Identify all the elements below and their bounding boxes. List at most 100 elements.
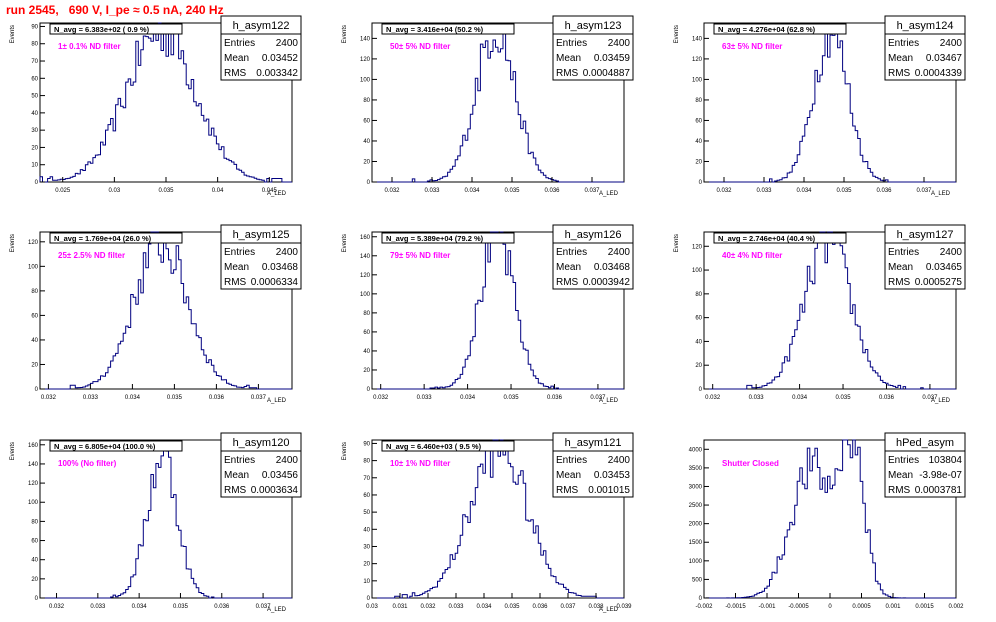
- x-tick-label: 0.038: [588, 604, 604, 610]
- stats-key: Mean: [224, 262, 249, 273]
- histogram-name: h_asym126: [565, 229, 622, 241]
- histogram-name: h_asym121: [565, 437, 622, 449]
- x-tick-label: 0.036: [879, 395, 895, 401]
- stats-box: [220, 33, 302, 81]
- x-tick-label: 0.035: [504, 395, 520, 401]
- y-tick-label: 0: [35, 596, 39, 602]
- navg-label: N_avg = 2.746e+04 (40.4 %): [718, 234, 816, 243]
- y-tick-label: 120: [692, 57, 703, 63]
- stats-value: 0.03467: [926, 53, 963, 64]
- y-tick-label: 70: [31, 59, 38, 65]
- y-tick-label: 40: [363, 139, 370, 145]
- x-tick-label: -0.0015: [725, 604, 746, 610]
- x-tick-label: 0.037: [256, 604, 272, 610]
- y-tick-label: 3500: [689, 466, 703, 472]
- y-tick-label: 60: [31, 76, 38, 82]
- stats-value: 0.0003634: [251, 485, 299, 496]
- stats-value: 0.03459: [594, 53, 631, 64]
- stats-box: [884, 33, 966, 81]
- y-tick-label: 40: [363, 349, 370, 355]
- stats-value: 2400: [608, 38, 631, 49]
- y-tick-label: 120: [28, 481, 39, 487]
- x-tick-label: 0.045: [262, 188, 278, 194]
- stats-value: 2400: [940, 247, 963, 258]
- y-tick-label: 100: [28, 264, 39, 270]
- y-tick-label: 20: [31, 362, 38, 368]
- y-tick-label: 100: [692, 77, 703, 83]
- navg-box: [49, 23, 183, 35]
- x-tick-label: 0.036: [532, 604, 548, 610]
- x-tick-label: 0.033: [424, 188, 440, 194]
- x-tick-label: 0.037: [916, 188, 932, 194]
- stats-key: Entries: [888, 38, 919, 49]
- y-tick-label: 40: [363, 527, 370, 533]
- x-tick-label: 0.037: [584, 188, 600, 194]
- y-tick-label: 100: [360, 77, 371, 83]
- x-axis-label: A_LED: [931, 191, 951, 197]
- stats-key: Entries: [888, 455, 919, 466]
- x-tick-label: 0: [828, 604, 832, 610]
- x-tick-label: -0.001: [758, 604, 776, 610]
- histogram-name: h_asym120: [233, 437, 290, 449]
- x-tick-label: 0.032: [41, 395, 57, 401]
- x-tick-label: 0.034: [464, 188, 480, 194]
- stats-key: RMS: [224, 277, 247, 288]
- stats-key: Mean: [888, 470, 913, 481]
- y-tick-label: 80: [363, 98, 370, 104]
- stats-key: Entries: [556, 247, 587, 258]
- navg-label: N_avg = 1.769e+04 (26.0 %): [54, 234, 152, 243]
- navg-box: [381, 23, 515, 35]
- y-tick-label: 0: [35, 387, 39, 393]
- x-tick-label: 0.001: [885, 604, 901, 610]
- y-tick-label: 140: [360, 36, 371, 42]
- plot-frame: [39, 439, 293, 599]
- x-tick-label: 0.037: [560, 604, 576, 610]
- y-tick-label: 2000: [689, 522, 703, 528]
- stats-key: RMS: [888, 68, 911, 79]
- y-axis-label: Events: [10, 25, 16, 43]
- navg-box: [381, 232, 515, 244]
- y-tick-label: 30: [31, 128, 38, 134]
- x-axis-label: A_LED: [267, 398, 287, 404]
- y-tick-label: 80: [363, 311, 370, 317]
- x-tick-label: 0.035: [504, 604, 520, 610]
- stats-value: 2400: [940, 38, 963, 49]
- x-tick-label: 0.033: [756, 188, 772, 194]
- stats-key: RMS: [888, 485, 911, 496]
- y-tick-label: 20: [363, 159, 370, 165]
- histogram-panel-hPed_asym: -0.002 -0.0015 -0.001 -0.0005 0 0.0005 0.001 0.…: [689, 432, 966, 610]
- x-tick-label: 0.034: [792, 395, 808, 401]
- x-tick-label: 0.034: [476, 604, 492, 610]
- x-axis-label: A_LED: [599, 607, 619, 613]
- navg-label: N_avg = 6.460e+03 ( 9.5 %): [386, 442, 482, 451]
- x-tick-label: 0.037: [922, 395, 938, 401]
- y-axis-label: Events: [10, 234, 16, 252]
- plot-frame: [703, 22, 957, 183]
- stats-box: [884, 242, 966, 290]
- x-tick-label: 0.036: [547, 395, 563, 401]
- navg-box: [713, 232, 847, 244]
- histogram-name: hPed_asym: [896, 437, 954, 449]
- y-tick-label: 20: [695, 159, 702, 165]
- y-tick-label: 20: [695, 363, 702, 369]
- y-tick-label: 100: [360, 292, 371, 298]
- x-tick-label: 0.032: [420, 604, 436, 610]
- y-tick-label: 80: [363, 459, 370, 465]
- stats-value: 0.0003942: [583, 277, 631, 288]
- histogram-name: h_asym123: [565, 20, 622, 32]
- stats-key: RMS: [556, 485, 579, 496]
- y-tick-label: 120: [692, 244, 703, 250]
- x-tick-label: -0.0005: [788, 604, 809, 610]
- filter-annotation: 63± 5% ND filter: [722, 42, 782, 51]
- stats-value: 0.0006334: [251, 277, 299, 288]
- y-tick-label: 70: [363, 476, 370, 482]
- y-tick-label: 20: [363, 562, 370, 568]
- x-tick-label: 0.0005: [852, 604, 871, 610]
- y-tick-label: 20: [31, 577, 38, 583]
- stats-box: [220, 450, 302, 498]
- x-tick-label: 0.036: [214, 604, 230, 610]
- x-axis-label: A_LED: [931, 398, 951, 404]
- y-axis-label: Events: [342, 234, 348, 252]
- y-tick-label: 120: [360, 273, 371, 279]
- navg-label: N_avg = 6.383e+02 ( 0.9 %): [54, 25, 150, 34]
